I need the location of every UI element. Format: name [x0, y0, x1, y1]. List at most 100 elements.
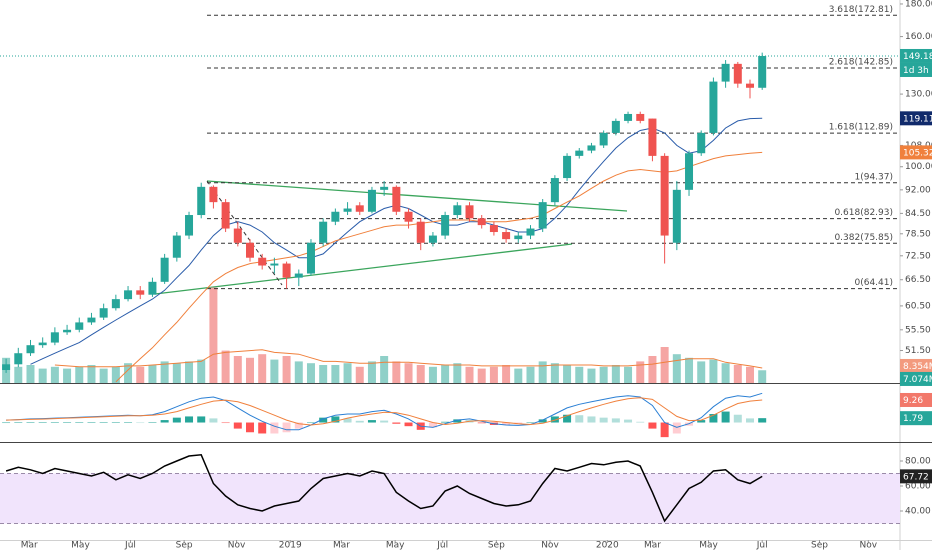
macd-histogram-bar [50, 422, 59, 423]
x-tick-label: Sep [488, 541, 505, 550]
volume-bar [367, 361, 376, 383]
volume-bar [14, 366, 23, 383]
volume-bar [563, 365, 572, 383]
macd-histogram-bar [477, 422, 486, 424]
macd-histogram-bar [319, 417, 328, 423]
fib-swing [206, 180, 283, 286]
candle-body [733, 63, 742, 84]
x-tick-label: May [699, 541, 718, 550]
macd-histogram-bar [587, 416, 596, 423]
trendline [154, 243, 573, 295]
rsi-tick-label: 80.00 [905, 457, 931, 467]
volume-bar [489, 366, 498, 383]
x-tick-label: 2019 [279, 541, 302, 550]
x-tick-label: Sep [811, 541, 828, 550]
macd-histogram-bar [502, 422, 511, 425]
candle-body [148, 281, 157, 295]
x-tick-label: Mar [333, 541, 350, 550]
volume-bar [672, 354, 681, 383]
volume-label-box [900, 371, 932, 386]
candle-body [197, 186, 206, 216]
volume-bar [209, 287, 218, 383]
candle-body [160, 257, 169, 282]
candle-body [526, 228, 535, 236]
macd-histogram-bar [599, 417, 608, 423]
volume-bar [648, 356, 657, 383]
volume-bar [75, 366, 84, 383]
macd-histogram-bar [331, 416, 340, 423]
y-tick-label: 78.50 [905, 229, 931, 239]
macd-histogram-bar [624, 419, 633, 423]
candle-body [136, 290, 145, 295]
volume-bar [87, 365, 96, 383]
x-tick-label: Nov [541, 541, 559, 550]
rsi-label: 67.72 [903, 472, 929, 482]
volume-bar [319, 365, 328, 383]
rsi-label-box [900, 469, 932, 484]
volume-bar [124, 363, 133, 383]
macd-histogram-bar [550, 416, 559, 423]
volume-ma-line [54, 349, 763, 369]
macd-histogram-bar [75, 422, 84, 423]
ma-label-box [900, 145, 932, 160]
volume-label: 7.074M [903, 375, 932, 385]
rsi-tick-label: 40.00 [905, 507, 931, 517]
candle-body [453, 205, 462, 216]
volume-bar [392, 361, 401, 383]
y-tick-label: 160.00 [905, 32, 932, 42]
fib-label: 1(94.37) [854, 172, 893, 182]
macd-histogram-bar [721, 411, 730, 423]
volume-bar [380, 356, 389, 383]
y-tick-label: 60.50 [905, 301, 931, 311]
moving-average [115, 151, 763, 383]
candle-body [563, 155, 572, 179]
volume-bar [331, 365, 340, 383]
candle-body [428, 235, 437, 243]
y-tick-label: 92.00 [905, 185, 931, 195]
volume-bar [355, 366, 364, 383]
volume-bar [111, 366, 120, 383]
volume-bar [575, 366, 584, 383]
x-tick-label: May [71, 541, 90, 550]
candle-body [587, 145, 596, 151]
candle-body [721, 63, 730, 82]
x-tick-label: Nov [860, 541, 878, 550]
candle-body [99, 308, 108, 318]
candle-body [343, 208, 352, 212]
macd-histogram-bar [294, 422, 303, 429]
trendline [206, 180, 628, 212]
macd-histogram-bar [636, 421, 645, 423]
macd-histogram-bar [148, 422, 157, 423]
candle-body [758, 55, 767, 88]
ma-label: 119.11 [903, 114, 932, 124]
candle-body [63, 329, 72, 333]
macd-histogram-bar [343, 418, 352, 423]
candle-body [209, 186, 218, 203]
y-tick-label: 66.50 [905, 275, 931, 285]
macd-histogram-bar [758, 418, 767, 423]
x-tick-label: Mar [21, 541, 38, 550]
ma-label-box [900, 111, 932, 126]
candle-body [306, 242, 315, 274]
volume-bar [465, 366, 474, 383]
countdown-label: 1d 3h [903, 66, 929, 76]
macd-histogram-bar [563, 414, 572, 423]
candle-body [233, 228, 242, 243]
signal-line [6, 397, 763, 426]
macd-histogram-bar [453, 419, 462, 423]
candle-body [746, 83, 754, 88]
volume-bar [26, 365, 35, 383]
macd-histogram-bar [697, 420, 706, 423]
x-tick-label: Jul [756, 541, 768, 550]
macd-histogram-bar [26, 422, 35, 423]
candle-body [367, 189, 376, 212]
macd-histogram-bar [111, 422, 120, 423]
macd-histogram-bar [392, 422, 401, 424]
candle-body [270, 263, 279, 266]
fib-label: 0(64.41) [854, 278, 893, 288]
macd-histogram-bar [538, 419, 547, 423]
volume-bar [660, 347, 669, 383]
rsi-band [0, 473, 900, 524]
